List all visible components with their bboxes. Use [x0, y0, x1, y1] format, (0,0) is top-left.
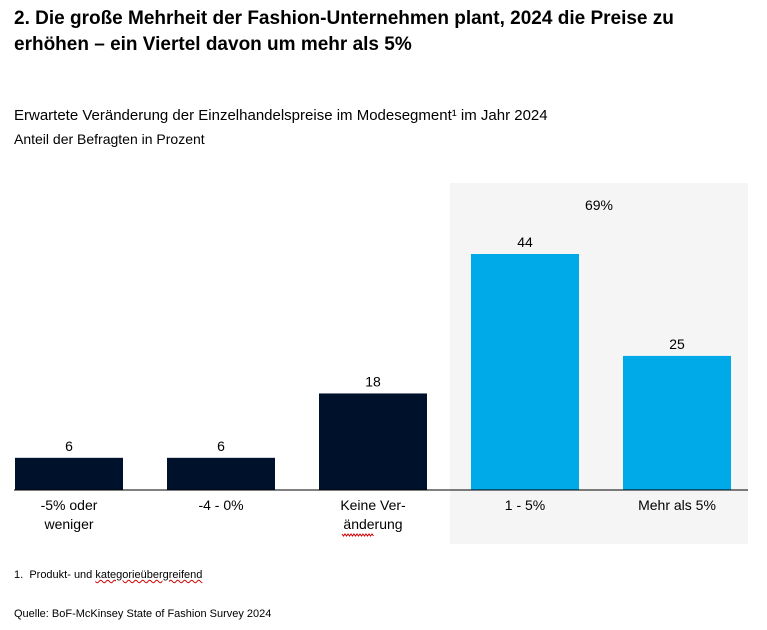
- source-note: Quelle: BoF-McKinsey State of Fashion Su…: [14, 608, 272, 620]
- category-label-1-line-1: -5% oder: [41, 497, 98, 513]
- spellcheck-squiggle: [341, 533, 374, 537]
- category-label-4: 1 - 5%: [505, 497, 545, 513]
- category-label-3-line-1: Keine Ver-: [340, 497, 406, 513]
- data-label-3: 18: [365, 373, 381, 389]
- footnote-text: Produkt- und: [29, 569, 93, 581]
- bar-3: [319, 393, 427, 490]
- category-label-3-line-2: änderung: [343, 516, 402, 532]
- footnote: 1. Produkt- und kategorieübergreifend: [14, 569, 202, 581]
- chart-subtitle: Anteil der Befragten in Prozent: [14, 131, 205, 147]
- data-label-1: 6: [65, 438, 73, 454]
- data-label-5: 25: [669, 336, 685, 352]
- highlight-group-label: 69%: [585, 197, 613, 213]
- bar-4: [471, 254, 579, 490]
- bar-1: [15, 457, 123, 490]
- footnote-spellcheck-word: kategorieübergreifend: [95, 569, 203, 581]
- footnote-number: 1.: [14, 569, 24, 581]
- category-label-1-line-2: weniger: [43, 516, 93, 532]
- bar-chart: 69% 6 -5% oder weniger 6 -4 - 0% 18 Keine Ver-…: [14, 197, 748, 537]
- data-label-4: 44: [517, 234, 533, 250]
- chart-title: Erwartete Veränderung der Einzelhandelsp…: [14, 107, 548, 124]
- category-label-5: Mehr als 5%: [638, 497, 716, 513]
- data-label-2: 6: [217, 438, 225, 454]
- category-label-2: -4 - 0%: [198, 497, 243, 513]
- bar-5: [623, 355, 731, 490]
- headline: 2. Die große Mehrheit der Fashion-Untern…: [14, 8, 674, 55]
- bar-2: [167, 457, 275, 490]
